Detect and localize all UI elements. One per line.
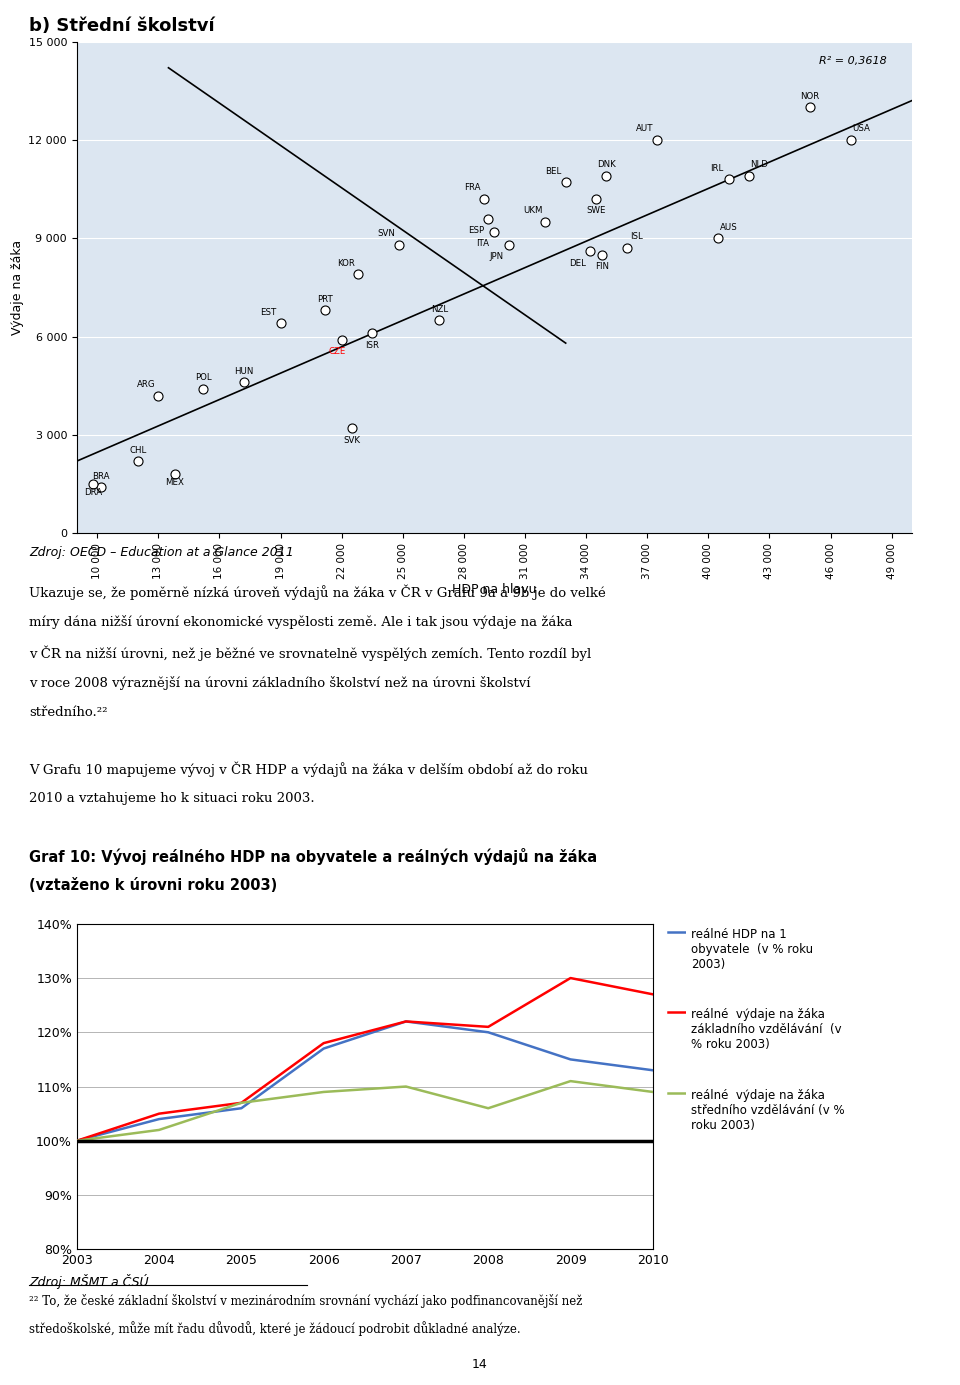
Text: KOR: KOR [337,259,354,267]
Text: (vztaženo k úrovni roku 2003): (vztaženo k úrovni roku 2003) [29,878,277,893]
Text: b) Střední školství: b) Střední školství [29,17,214,35]
Text: DNK: DNK [597,161,615,169]
Text: Ukazuje se, že poměrně nízká úroveň výdajů na žáka v ČR v Grafu 9a a 9b je do ve: Ukazuje se, že poměrně nízká úroveň výda… [29,584,606,600]
Text: reálné  výdaje na žáka
středního vzdělávání (v %
roku 2003): reálné výdaje na žáka středního vzdělává… [691,1089,845,1132]
Text: V Grafu 10 mapujeme vývoj v ČR HDP a výdajů na žáka v delším období až do roku: V Grafu 10 mapujeme vývoj v ČR HDP a výd… [29,762,588,777]
Text: 2010 a vztahujeme ho k situaci roku 2003.: 2010 a vztahujeme ho k situaci roku 2003… [29,792,315,805]
Text: ²² To, že české základní školství v mezinárodním srovnání vychází jako podfinanc: ²² To, že české základní školství v mezi… [29,1294,582,1307]
Text: SWE: SWE [587,206,606,215]
Text: DRA: DRA [84,488,102,497]
Text: BEL: BEL [545,168,562,176]
Text: středního.²²: středního.²² [29,706,108,719]
Text: NLD: NLD [751,161,768,169]
Text: DEL: DEL [569,259,587,267]
Text: Graf 10: Vývoj reálného HDP na obyvatele a reálných výdajů na žáka: Graf 10: Vývoj reálného HDP na obyvatele… [29,848,597,864]
Text: reálné HDP na 1
obyvatele  (v % roku
2003): reálné HDP na 1 obyvatele (v % roku 2003… [691,928,813,971]
X-axis label: HDP na hlavu: HDP na hlavu [452,583,537,596]
Text: v roce 2008 výraznější na úrovni základního školství než na úrovni školství: v roce 2008 výraznější na úrovni základn… [29,676,530,690]
Text: ITA: ITA [475,240,489,248]
Text: SVK: SVK [344,436,360,445]
Text: ESP: ESP [468,226,484,235]
Text: R² = 0,3618: R² = 0,3618 [819,57,887,66]
Text: Zdroj: OECD – Education at a Glance 2011: Zdroj: OECD – Education at a Glance 2011 [29,546,294,558]
Text: CHL: CHL [130,446,147,454]
Text: FIN: FIN [595,262,610,271]
Text: AUS: AUS [720,223,737,231]
Text: HUN: HUN [234,367,253,375]
Text: středoškolské, může mít řadu důvodů, které je žádoucí podrobit důkladné analýze.: středoškolské, může mít řadu důvodů, kte… [29,1321,520,1337]
Text: USA: USA [852,125,870,133]
Text: BRA: BRA [92,472,110,481]
Text: JPN: JPN [490,252,503,262]
Text: MEX: MEX [165,478,184,488]
Text: ARG: ARG [136,379,156,389]
Text: AUT: AUT [636,125,654,133]
Y-axis label: Výdaje na žáka: Výdaje na žáka [12,240,24,335]
Text: míry dána nižší úrovní ekonomické vyspělosti země. Ale i tak jsou výdaje na žáka: míry dána nižší úrovní ekonomické vyspěl… [29,615,572,629]
Text: ISR: ISR [365,341,379,349]
Text: NOR: NOR [801,91,820,101]
Text: SVN: SVN [377,230,396,238]
Text: v ČR na nižší úrovni, než je běžné ve srovnatelně vyspělých zemích. Tento rozdíl: v ČR na nižší úrovni, než je běžné ve sr… [29,645,591,661]
Text: IRL: IRL [709,163,723,173]
Text: UKM: UKM [523,206,542,215]
Text: reálné  výdaje na žáka
základního vzdělávání  (v
% roku 2003): reálné výdaje na žáka základního vzděláv… [691,1008,842,1051]
Text: PRT: PRT [318,295,333,303]
Text: ISL: ISL [631,233,643,241]
Text: Zdroj: MŠMT a ČSÚ: Zdroj: MŠMT a ČSÚ [29,1274,149,1289]
Text: FRA: FRA [464,183,480,193]
Text: 14: 14 [472,1359,488,1371]
Text: NZL: NZL [431,305,448,313]
Text: POL: POL [195,374,211,382]
Text: EST: EST [260,307,276,317]
Text: CZE: CZE [329,348,347,356]
